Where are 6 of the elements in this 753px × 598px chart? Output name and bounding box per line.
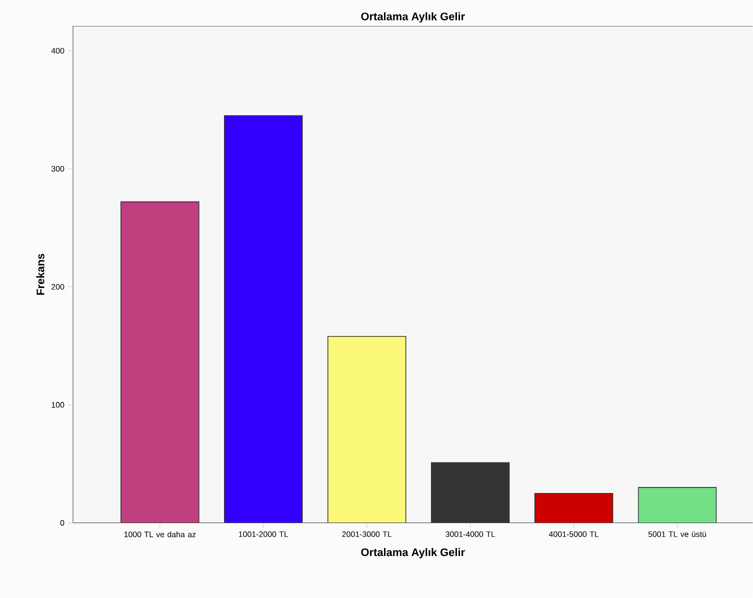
bar <box>638 487 717 523</box>
bar <box>430 462 510 523</box>
y-axis-title: Frekans <box>36 254 44 295</box>
bar <box>224 115 303 523</box>
x-axis-title: Ortalama Aylık Gelir <box>361 548 465 558</box>
chart-title: Ortalama Aylık Gelir <box>361 12 465 23</box>
